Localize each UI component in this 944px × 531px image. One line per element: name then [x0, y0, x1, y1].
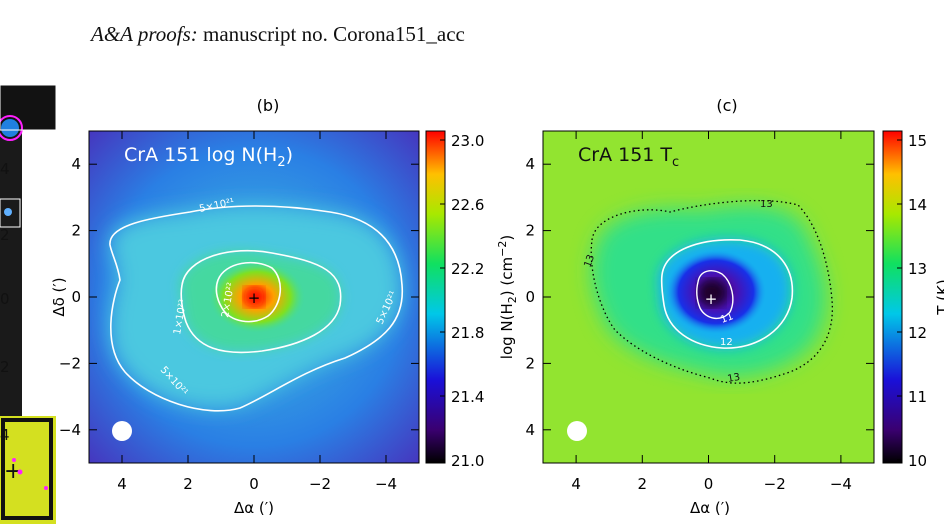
cbar-tick-label: 13: [908, 260, 927, 278]
cbar-tick-label: 22.6: [451, 196, 484, 214]
panel-c-colorbar-ticks: 15 14 13 12 11 10: [897, 132, 927, 470]
cbar-tick-label: 11: [908, 388, 927, 406]
panel-b-ylabel: Δδ (′): [50, 277, 68, 316]
panel-c-axes: 4 2 0 −2 −4 4 2 0 2 4: [525, 131, 874, 493]
dust-temperature-map: [543, 131, 874, 463]
y-tick-label: 4: [525, 421, 535, 439]
manuscript-id: manuscript no. Corona151_acc: [203, 22, 465, 46]
cbar-tick-label: 15: [908, 132, 927, 150]
y-tick-label: 4: [71, 155, 81, 173]
x-tick-label: −4: [375, 475, 397, 493]
panel-c-label: (c): [716, 96, 737, 115]
cbar-tick-label: 21.0: [451, 452, 484, 470]
svg-text:+: +: [4, 459, 22, 484]
contour-label: 13: [760, 199, 773, 210]
column-density-map: [89, 131, 419, 463]
svg-text:2: 2: [0, 358, 10, 376]
contour-label: 13: [582, 253, 597, 269]
left-partial-panel: + 4 2 0 2 4: [0, 84, 57, 524]
panel-c-map-title: CrA 151 Tc: [578, 144, 679, 170]
svg-text:0: 0: [0, 290, 10, 308]
x-tick-label: 2: [638, 475, 648, 493]
svg-text:4: 4: [0, 160, 10, 178]
x-tick-label: −2: [309, 475, 331, 493]
panel-b-xlabel: Δα (′): [234, 499, 274, 517]
y-tick-label: 0: [71, 288, 81, 306]
cbar-tick-label: 21.4: [451, 388, 484, 406]
contour-label: 13: [727, 372, 741, 385]
cbar-tick-label: 10: [908, 452, 927, 470]
y-tick-label: 2: [525, 354, 535, 372]
y-tick-label: −2: [59, 354, 81, 372]
svg-text:2: 2: [0, 226, 10, 244]
x-tick-label: 2: [183, 475, 193, 493]
cbar-tick-label: 14: [908, 196, 927, 214]
panel-c-xlabel: Δα (′): [690, 499, 730, 517]
temp-minimum-marker: +: [705, 290, 718, 308]
peak-marker: +: [248, 289, 261, 307]
x-tick-label: −4: [830, 475, 852, 493]
panel-b-map-title: CrA 151 log N(H2): [124, 144, 293, 170]
contour-label: 12: [720, 337, 733, 348]
y-tick-label: 0: [525, 288, 535, 306]
panel-b-label: (b): [257, 96, 280, 115]
page-header: A&A proofs: manuscript no. Corona151_acc: [91, 22, 465, 47]
cbar-tick-label: 12: [908, 324, 927, 342]
x-tick-label: −2: [764, 475, 786, 493]
journal-name: A&A proofs:: [91, 22, 198, 46]
svg-text:4: 4: [0, 426, 10, 444]
panel-b-cbar-label: log N(H2) (cm−2): [496, 235, 519, 359]
cbar-tick-label: 22.2: [451, 260, 484, 278]
panel-c-colorbar: [882, 130, 903, 464]
y-tick-label: 2: [525, 222, 535, 240]
y-tick-label: 4: [525, 155, 535, 173]
y-tick-label: −4: [59, 421, 81, 439]
cbar-tick-label: 23.0: [451, 132, 484, 150]
panel-b-axes: 4 2 0 −2 −4 4 2 0 −2 −4: [59, 131, 419, 493]
x-tick-label: 4: [571, 475, 581, 493]
cbar-tick-label: 21.8: [451, 324, 484, 342]
x-tick-label: 4: [117, 475, 127, 493]
x-tick-label: 0: [704, 475, 714, 493]
panel-b-colorbar-ticks: 23.0 22.6 22.2 21.8 21.4 21.0: [440, 132, 484, 470]
y-tick-label: 2: [71, 222, 81, 240]
panel-c-cbar-label: T (K): [934, 279, 944, 315]
contour-label: 11: [719, 311, 735, 326]
x-tick-label: 0: [249, 475, 259, 493]
panel-b-colorbar: [425, 130, 446, 464]
